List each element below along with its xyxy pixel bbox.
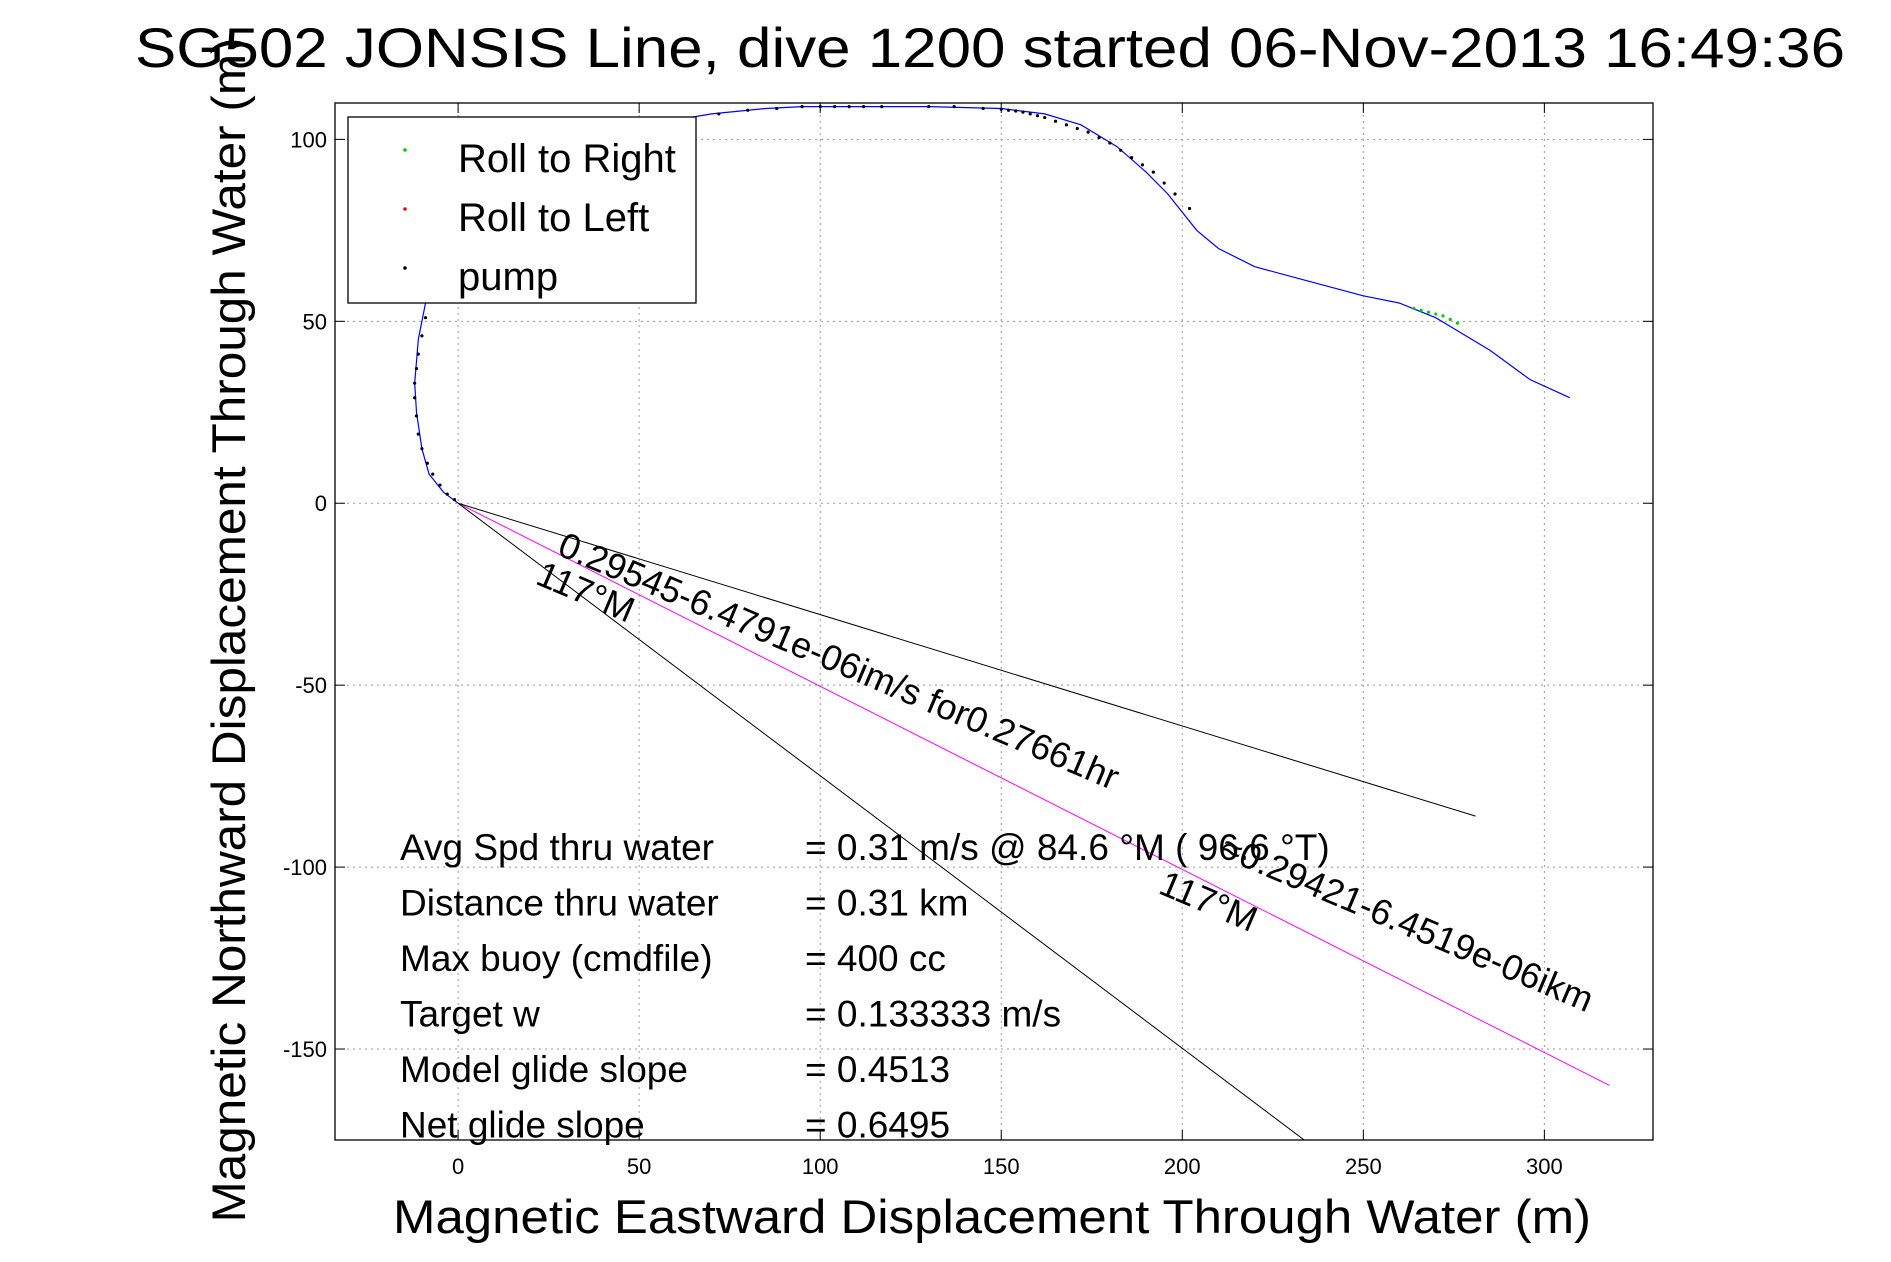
heading-line [457,502,1476,817]
pump-point [413,381,417,385]
roll-right-point [1412,306,1416,311]
x-tick-label: 200 [1164,1154,1201,1179]
grid-lines [335,103,1653,1140]
pump-point [1086,130,1090,134]
pump-point [1173,192,1177,196]
pump-point [880,105,884,109]
dive-stats: Avg Spd thru water = 0.31 m/s @ 84.6 °M (… [400,827,1330,1146]
pump-point [1028,112,1032,116]
pump-point [413,396,417,400]
legend-label-pump: pump [458,255,558,299]
stat-value: = 0.6495 [805,1105,950,1146]
pump-point [423,316,428,320]
pump-point [1097,135,1101,140]
pump-point [431,472,435,476]
stat-value: = 0.4513 [805,1049,950,1090]
pump-point [1064,123,1069,127]
x-tick-label: 0 [452,1154,464,1179]
pump-point [1162,181,1166,185]
pump-point [445,492,449,496]
pump-point [746,108,750,112]
legend-marker-roll-left [403,207,407,211]
x-tick-label: 50 [627,1154,651,1179]
pump-point [1075,126,1079,131]
pump-point [1108,141,1112,145]
pump-point [1129,155,1134,160]
legend-label-roll-left: Roll to Left [458,196,649,240]
pump-point [800,105,804,109]
pump-point [1053,119,1058,123]
pump-point [414,414,419,418]
pump-point [1014,109,1018,113]
pump-point [862,105,866,109]
y-axis-label: Magnetic Northward Displacement Through … [202,38,255,1223]
legend: Roll to Right Roll to Left pump [347,116,697,304]
pump-point [1021,110,1025,114]
pump-point [1119,148,1123,152]
pump-point [717,112,721,116]
y-tick-label: -100 [283,855,327,880]
pump-point [927,105,931,109]
pump-point [414,367,419,371]
legend-marker-pump [403,266,407,270]
pump-point [775,106,779,111]
roll-right-point [1419,308,1423,312]
pump-point [420,334,424,338]
x-tick-label: 100 [802,1154,839,1179]
roll-right-point [1426,310,1431,314]
heading-line [457,502,1306,1140]
stat-value: = 0.31 km [805,883,969,924]
pump-point [416,432,420,436]
stat-label: Net glide slope [400,1105,645,1146]
pump-point [952,105,956,109]
x-tick-label: 250 [1345,1154,1382,1179]
plot-frame [334,102,1654,1141]
y-tick-label: -50 [295,673,327,698]
pump-point [847,105,851,109]
y-tick-label: 50 [303,309,327,334]
roll-right-point [1455,321,1460,325]
pump-point [1006,108,1011,112]
legend-marker-roll-right [403,148,407,152]
pump-point [1151,170,1155,174]
heading-lines [457,502,1610,1140]
stat-label: Distance thru water [400,883,719,924]
pump-point [981,106,985,111]
pump-point [425,461,429,465]
pump-point [416,352,420,356]
pump-point [420,447,424,451]
pump-point [1043,115,1047,120]
pump-point [1035,114,1040,118]
pump-point [833,105,837,109]
pump-point [1140,163,1145,167]
pump-point [452,498,457,502]
chart-title: SG502 JONSIS Line, dive 1200 started 06-… [135,16,1845,79]
stat-label: Target w [400,994,540,1035]
y-axis-ticks: 100 50 0 -50 -100 -150 [283,127,1653,1062]
roll-right-point [1448,317,1452,322]
roll-right-point [1434,312,1438,316]
x-axis-ticks: 0 50 100 150 200 250 300 [452,103,1563,1179]
heading-line [457,502,1610,1086]
y-tick-label: -150 [283,1037,327,1062]
x-tick-label: 300 [1526,1154,1563,1179]
data-layer [413,105,1610,1140]
stat-label: Max buoy (cmdfile) [400,938,713,979]
legend-label-roll-right: Roll to Right [458,137,676,181]
y-tick-label: 0 [315,491,327,516]
pump-point [438,483,442,487]
pump-point [1187,206,1192,211]
y-tick-label: 100 [290,127,327,152]
stat-value: = 0.133333 m/s [805,994,1061,1035]
stat-label: Avg Spd thru water [400,827,714,868]
roll-right-point [1441,314,1445,318]
stat-label: Model glide slope [400,1049,688,1090]
stat-value: = 400 cc [805,938,946,979]
x-axis-label: Magnetic Eastward Displacement Through W… [393,1190,1591,1243]
roll-right-points [1412,306,1460,325]
x-tick-label: 150 [983,1154,1020,1179]
stat-value: = 0.31 m/s @ 84.6 °M ( 96.6 °T) [805,827,1330,868]
